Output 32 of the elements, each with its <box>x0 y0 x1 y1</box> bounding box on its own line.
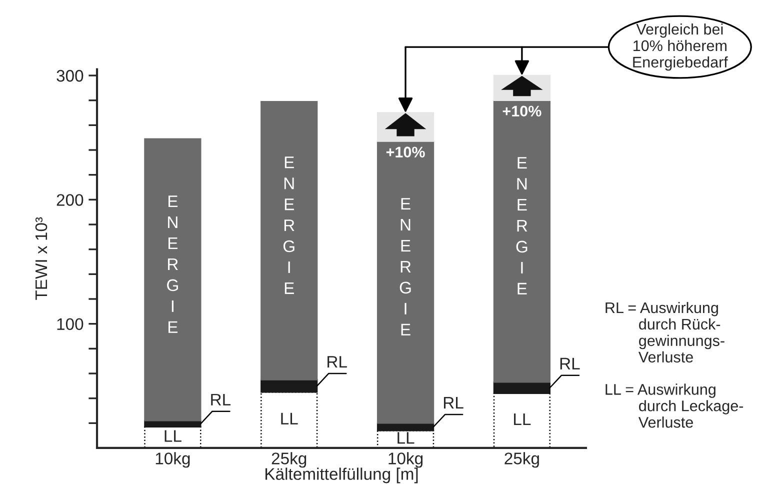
text: RL <box>560 358 580 370</box>
annotation: +10% <box>386 146 425 158</box>
series-label: LL <box>398 432 414 444</box>
text: Vergleich bei 10% höherem Energiebedarf <box>633 23 728 71</box>
series-label: RL <box>328 356 347 368</box>
bar <box>260 100 318 380</box>
text: LL = Auswirkung durch Leckage- Verluste <box>606 384 744 428</box>
text: ENERGIE <box>167 196 178 333</box>
x-tick-label: 25kg <box>504 452 539 468</box>
x-tick-label: 10kg <box>156 452 190 468</box>
annotation: +10% <box>502 106 542 117</box>
text: LL <box>281 412 298 424</box>
bar <box>376 140 434 424</box>
series-label: ENERGIE <box>400 198 411 336</box>
text: ENERGIE <box>283 156 294 294</box>
text: RL = Auswirkung durch Rück- gewinnungs- Verluste <box>606 302 724 363</box>
y-tick-label: 200 <box>56 194 84 206</box>
bar <box>144 138 202 422</box>
x-axis-title: Kältemittelfüllung [m] <box>266 468 418 484</box>
text: RL <box>444 397 464 409</box>
y-tick-label: 100 <box>57 318 84 330</box>
bar <box>493 100 551 383</box>
text: ENERGIE <box>516 157 528 294</box>
text: LL <box>514 414 531 425</box>
text: RL <box>211 394 231 406</box>
y-tick-label: 300 <box>56 70 84 82</box>
y-axis-title: TEWI x 10³ <box>35 217 48 300</box>
bar <box>493 392 551 448</box>
text: LL <box>164 430 182 442</box>
x-tick-label: 10kg <box>388 452 423 468</box>
bar <box>260 391 318 448</box>
x-tick-label: 25kg <box>272 452 306 468</box>
